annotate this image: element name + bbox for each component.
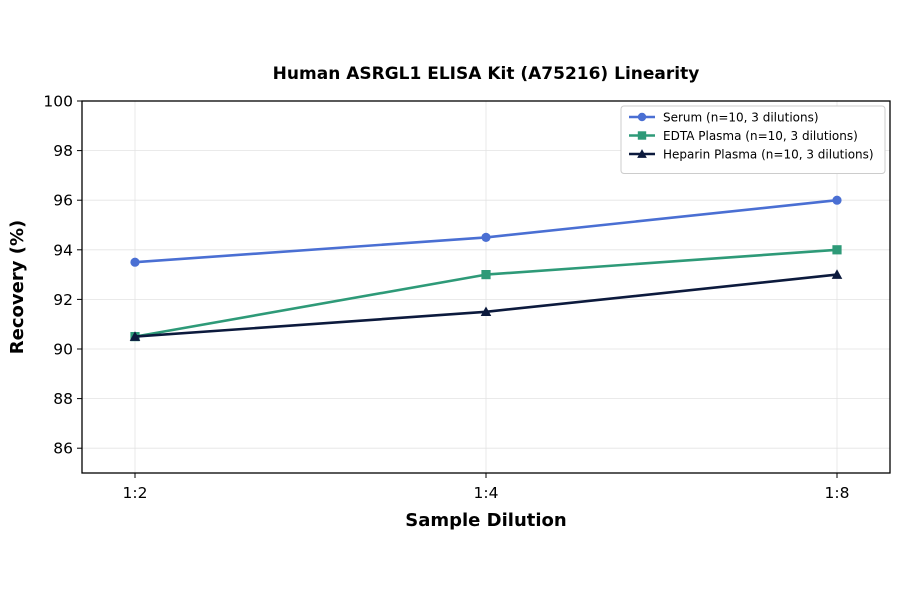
legend-marker-square [637,131,647,140]
data-point-triangle [129,331,141,341]
data-point-circle [481,232,491,242]
y-tick-label: 96 [53,192,73,210]
data-point-triangle [831,269,843,279]
x-axis-label: Sample Dilution [405,510,566,531]
data-point-circle [130,257,140,267]
y-tick-label: 94 [53,241,73,259]
legend-item: Serum (n=10, 3 dilutions) [629,110,819,124]
legend-label: EDTA Plasma (n=10, 3 dilutions) [663,129,858,143]
legend-label: Heparin Plasma (n=10, 3 dilutions) [663,147,874,161]
y-tick-label: 92 [53,291,73,309]
legend-label: Serum (n=10, 3 dilutions) [663,110,819,124]
plot-area-frame [81,100,891,474]
legend-marker-circle [637,112,647,122]
series-heparin-plasma [129,269,843,341]
data-point-square [481,270,491,280]
data-point-square [832,245,842,255]
series-group [129,195,843,342]
data-point-triangle [480,306,492,317]
y-tick-label: 86 [53,440,73,458]
legend-item: Heparin Plasma (n=10, 3 dilutions) [629,147,874,161]
y-tick-label: 90 [53,341,73,359]
legend-box [620,105,886,174]
x-tick-label: 1:4 [474,484,499,502]
legend-marker-triangle [637,149,647,158]
x-tick-label: 1:2 [123,484,148,502]
data-point-circle [832,195,842,205]
y-tick-label: 100 [43,93,73,111]
axes: 1:2 1:4 1:8 86 88 90 92 94 96 98 100 [43,93,849,503]
y-tick-label: 88 [53,390,73,408]
legend: Serum (n=10, 3 dilutions) EDTA Plasma (n=… [620,105,886,174]
legend-item: EDTA Plasma (n=10, 3 dilutions) [629,129,858,143]
y-axis-label: Recovery (%) [7,220,28,354]
chart-title: Human ASRGL1 ELISA Kit (A75216) Linearit… [273,64,700,84]
series-serum [130,195,842,267]
x-tick-label: 1:8 [825,484,850,502]
y-tick-label: 98 [53,142,73,160]
